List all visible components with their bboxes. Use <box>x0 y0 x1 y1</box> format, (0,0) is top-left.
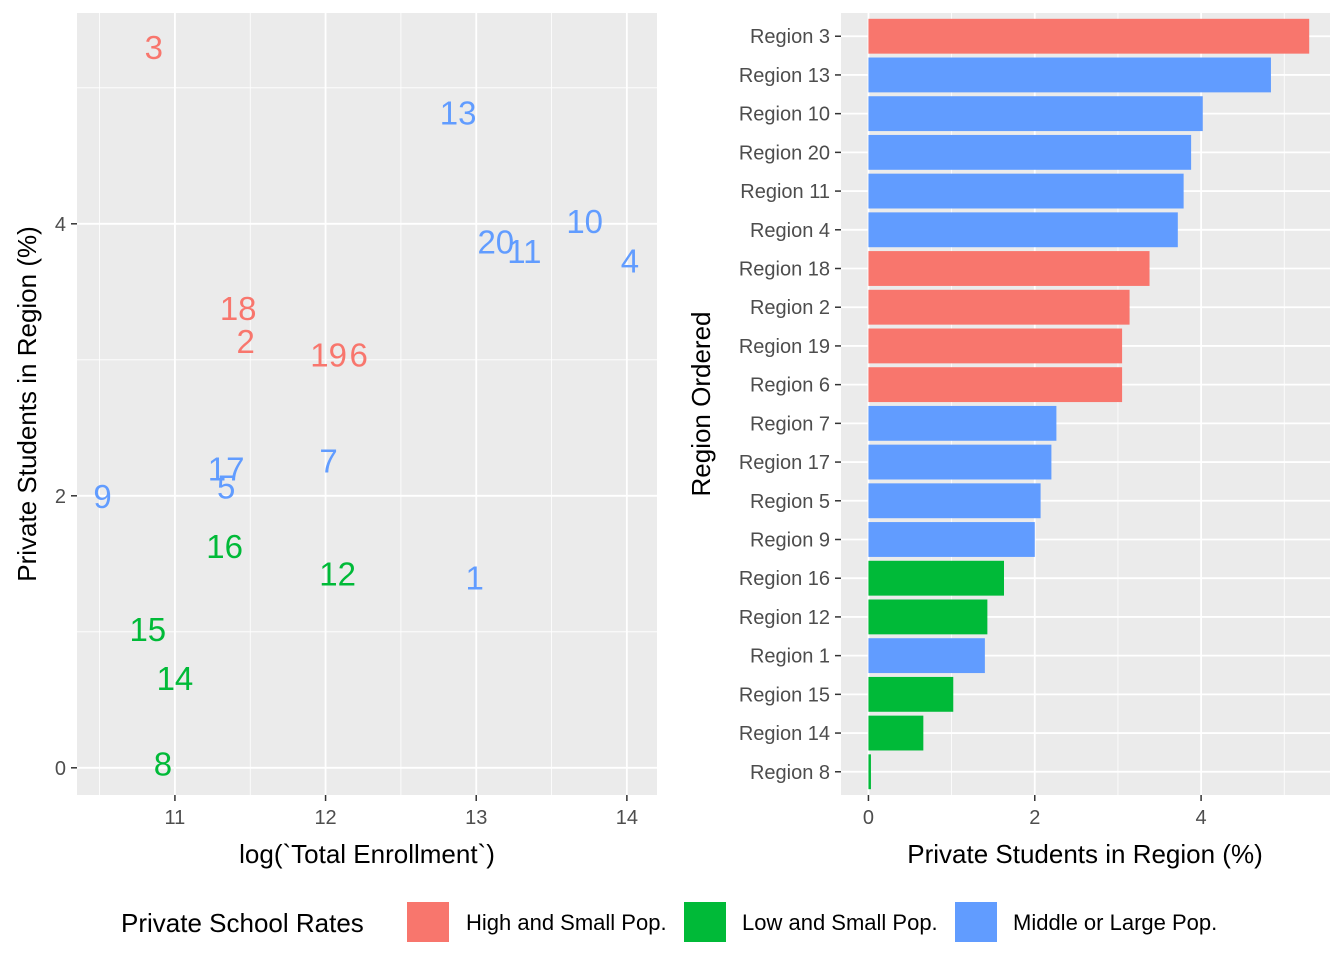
scatter-x-axis: 11 12 13 14 <box>165 795 638 829</box>
bar <box>868 251 1150 286</box>
bar <box>868 173 1184 209</box>
y-tick-label: Region 1 <box>750 646 830 668</box>
bar <box>868 754 871 790</box>
y-tick-label: Region 12 <box>739 607 830 629</box>
y-tick-label: Region 3 <box>750 26 830 48</box>
legend-title: Private School Rates <box>121 908 364 938</box>
bar-y-axis-title: Region Ordered <box>686 312 716 497</box>
scatter-point-label: 15 <box>129 611 166 648</box>
y-tick-label: Region 13 <box>739 65 830 87</box>
scatter-point-label: 3 <box>145 29 163 66</box>
scatter-point-label: 19 <box>310 336 347 373</box>
y-tick-label: Region 15 <box>739 684 830 706</box>
scatter-point-label: 14 <box>157 660 194 697</box>
legend-item-high-small: High and Small Pop. <box>405 900 667 944</box>
x-tick-label: 14 <box>616 807 638 829</box>
legend-item-low-small: Low and Small Pop. <box>682 900 938 944</box>
y-tick-label: Region 11 <box>740 181 830 203</box>
scatter-y-axis-title: Private Students in Region (%) <box>12 226 42 582</box>
bar <box>868 638 985 674</box>
bar <box>868 599 988 635</box>
x-tick-label: 11 <box>165 807 186 829</box>
y-tick-label: Region 16 <box>739 568 830 590</box>
scatter-point-label: 10 <box>566 203 603 240</box>
bar <box>868 367 1123 403</box>
bar <box>868 483 1041 519</box>
scatter-point-label: 18 <box>220 290 257 327</box>
x-tick-label: 12 <box>314 807 336 829</box>
legend-label-low-small: Low and Small Pop. <box>742 910 938 935</box>
scatter-point-label: 1 <box>466 559 484 596</box>
bar <box>868 522 1035 557</box>
scatter-y-axis: 0 2 4 <box>55 214 77 780</box>
scatter-x-axis-title: log(`Total Enrollment`) <box>239 839 495 869</box>
y-tick-label: Region 10 <box>739 104 830 126</box>
bar <box>868 212 1178 248</box>
bar <box>868 96 1203 132</box>
y-tick-label: Region 14 <box>739 723 830 745</box>
x-tick-label: 0 <box>863 807 874 829</box>
bar-series <box>868 18 1310 790</box>
legend: Private School Rates High and Small Pop.… <box>121 900 1217 944</box>
scatter-plot-background <box>77 13 657 795</box>
y-tick-label: Region 19 <box>739 336 830 358</box>
bar <box>868 405 1057 441</box>
y-tick-label: Region 8 <box>750 762 830 784</box>
y-tick-label: Region 4 <box>750 220 830 242</box>
bar <box>868 289 1130 325</box>
y-tick-label: Region 2 <box>750 297 830 319</box>
y-tick-label: 0 <box>55 758 66 780</box>
bar <box>868 444 1052 480</box>
y-tick-label: Region 6 <box>750 375 830 397</box>
x-tick-label: 4 <box>1196 807 1207 829</box>
scatter-point-label: 6 <box>350 336 368 373</box>
legend-swatch-low-small <box>684 902 726 942</box>
legend-swatch-high-small <box>407 902 449 942</box>
bar <box>868 676 954 712</box>
scatter-point-label: 16 <box>206 528 243 565</box>
y-tick-label: 2 <box>55 486 66 508</box>
scatter-point-label: 9 <box>93 478 111 515</box>
y-tick-label: Region 18 <box>739 259 830 281</box>
bar-x-axis: 0 2 4 <box>863 795 1207 829</box>
y-tick-label: Region 5 <box>750 491 830 513</box>
y-tick-label: Region 9 <box>750 529 830 551</box>
scatter-point-label: 17 <box>208 451 245 488</box>
bar <box>868 560 1004 596</box>
legend-label-middle-large: Middle or Large Pop. <box>1013 910 1217 935</box>
legend-item-middle-large: Middle or Large Pop. <box>953 900 1217 944</box>
y-tick-label: 4 <box>55 214 66 236</box>
bar-y-axis: Region 3 Region 13 Region 10 Region 20 Regio… <box>739 26 841 784</box>
bar-x-axis-title: Private Students in Region (%) <box>907 839 1263 869</box>
scatter-point-label: 7 <box>319 442 337 479</box>
bar <box>868 134 1192 170</box>
legend-swatch-middle-large <box>955 902 997 942</box>
y-tick-label: Region 20 <box>739 142 830 164</box>
x-tick-label: 2 <box>1029 807 1040 829</box>
scatter-point-label: 2 <box>237 323 255 360</box>
y-tick-label: Region 7 <box>750 413 830 435</box>
bar <box>868 57 1271 93</box>
scatter-point-label: 20 <box>477 223 514 260</box>
y-tick-label: Region 17 <box>739 452 830 474</box>
scatter-point-label: 4 <box>621 243 639 280</box>
scatter-point-label: 13 <box>440 94 477 131</box>
bar <box>868 328 1123 364</box>
scatter-gridlines <box>77 13 657 795</box>
scatter-point-label: 5 <box>217 468 235 505</box>
scatter-point-label: 12 <box>319 555 356 592</box>
scatter-point-label: 11 <box>507 233 541 270</box>
bar <box>868 715 924 751</box>
scatter-point-label: 8 <box>154 746 172 783</box>
bar <box>868 18 1310 54</box>
legend-label-high-small: High and Small Pop. <box>466 910 667 935</box>
x-tick-label: 13 <box>465 807 487 829</box>
